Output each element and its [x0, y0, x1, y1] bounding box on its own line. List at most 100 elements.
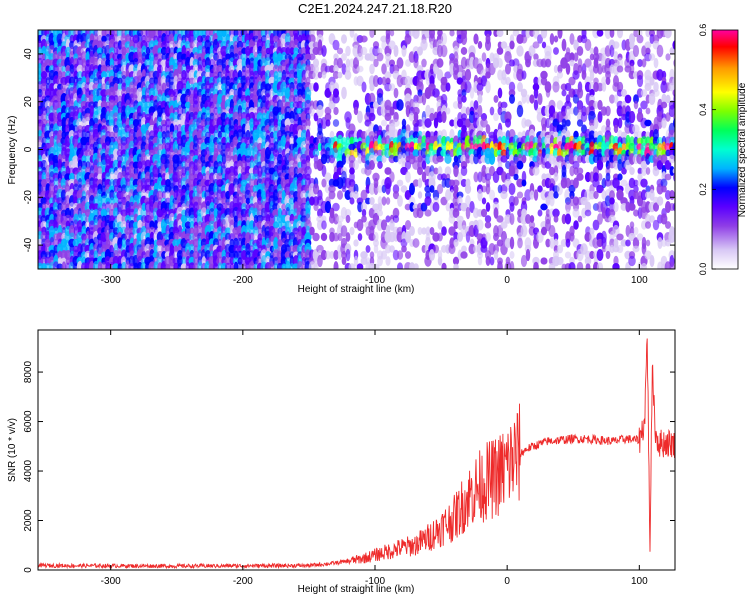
spectrogram-cell: [233, 53, 239, 61]
spectrogram-cell: [217, 238, 223, 248]
spectrogram-cell: [484, 221, 492, 229]
spectrogram-cell: [40, 113, 48, 121]
spectrogram-cell: [224, 262, 232, 269]
spectrogram-cell: [437, 220, 443, 230]
spectrogram-cell: [132, 173, 140, 181]
spectrogram-cell: [144, 95, 152, 103]
spectrogram-cell: [336, 190, 344, 200]
spectrogram-cell: [601, 82, 607, 92]
spectrogram-cell: [237, 250, 243, 260]
spectrogram-cell: [485, 202, 491, 212]
spectrogram-cell: [104, 124, 112, 134]
spectrogram-cell: [353, 190, 359, 200]
spectrogram-cell: [173, 245, 179, 253]
spectrogram-cell: [93, 208, 99, 218]
spectrogram-cell: [209, 172, 215, 182]
spectrogram-cell: [116, 213, 124, 225]
spectrogram-cell: [369, 30, 375, 39]
spectrogram-cell: [493, 250, 499, 260]
spectrogram-cell: [172, 40, 180, 50]
spectrogram-cell: [189, 141, 195, 153]
spectrogram-cell: [40, 106, 48, 116]
spectrogram-cell: [568, 262, 576, 269]
spectrogram-cell: [473, 33, 479, 45]
spectrogram-cell: [392, 119, 400, 127]
spectrogram-cell: [225, 154, 231, 164]
spectrogram-cell: [537, 92, 543, 106]
spectrogram-cell: [489, 256, 495, 266]
spectrogram-cell: [556, 256, 564, 266]
spectrogram-cell: [360, 35, 368, 43]
snr-background: [38, 330, 675, 570]
spectrogram-cell: [200, 71, 208, 79]
spectrogram-cell: [477, 94, 483, 104]
spectrogram-cell: [161, 82, 167, 92]
spectrogram-cell: [40, 83, 48, 91]
spectrogram-cell: [672, 89, 675, 97]
spectrogram-cell: [149, 118, 155, 128]
spectrogram-cell: [145, 226, 151, 236]
spectrogram-cell: [201, 58, 207, 68]
spectrogram-cell: [628, 110, 636, 124]
spectrogram-cell: [464, 183, 472, 195]
spectrogram-cell: [504, 118, 512, 128]
spectrogram-cell: [377, 161, 383, 169]
spectrogram-cell: [204, 65, 212, 73]
spectrogram-cell: [160, 123, 168, 135]
spectrogram-cell: [436, 155, 444, 163]
spectrogram-cell: [396, 250, 404, 260]
spectrogram-cell: [232, 111, 240, 123]
spectrogram-cell: [653, 57, 659, 69]
spectrogram-cell: [513, 196, 519, 206]
spectrogram-cell: [233, 30, 239, 37]
spectrogram-cell: [385, 197, 391, 205]
spectrogram-cell: [356, 65, 364, 73]
spectrogram-cell: [525, 58, 531, 68]
spectrogram-cell: [493, 95, 499, 103]
spectrogram-cell: [509, 40, 515, 50]
colorbar-tick-label: 0.6: [698, 24, 708, 37]
spectrogram-cell: [241, 203, 247, 211]
y-tick-label: -20: [23, 190, 34, 205]
spectrogram-cell: [61, 220, 67, 230]
spectrogram-cell: [312, 232, 320, 242]
spectrogram-cell: [332, 119, 340, 127]
y-tick-label: 8000: [23, 361, 34, 384]
spectrogram-cell: [669, 190, 675, 200]
spectrogram-cell: [441, 110, 447, 124]
spectrogram-cell: [409, 226, 415, 236]
spectrogram-cell: [156, 136, 164, 146]
spectrogram-cell: [109, 124, 115, 134]
spectrogram-cell: [449, 30, 455, 37]
spectrogram-cell: [540, 257, 548, 265]
spectrogram-cell: [617, 173, 623, 181]
spectrogram-cell: [649, 254, 655, 268]
spectrogram-cell: [89, 149, 95, 157]
spectrogram-cell: [108, 167, 116, 175]
spectrogram-cell: [493, 112, 499, 122]
spectrogram-cell: [173, 262, 179, 269]
spectrogram-cell: [645, 107, 651, 115]
spectrogram-cell: [224, 227, 232, 235]
spectrogram-cell: [564, 213, 572, 225]
spectrogram-cell: [229, 262, 235, 269]
spectrogram-cell: [196, 190, 204, 200]
spectrogram-cell: [345, 45, 351, 57]
spectrogram-cell: [228, 244, 236, 254]
spectrogram-cell: [225, 160, 231, 170]
spectrogram-cell: [496, 47, 504, 55]
spectrogram-cell: [117, 255, 123, 267]
colorbar-tick-label: 0.0: [698, 263, 708, 276]
spectrogram-cell: [497, 260, 503, 269]
spectrogram-cell: [572, 208, 580, 218]
spectrogram-cell: [508, 182, 516, 196]
y-tick-label: 40: [23, 48, 34, 60]
spectrogram-cell: [57, 257, 63, 265]
spectrogram-cell: [161, 40, 167, 50]
spectrogram-cell: [497, 57, 503, 69]
spectrogram-cell: [97, 30, 103, 37]
spectrogram-cell: [509, 213, 515, 225]
y-tick-label: -40: [23, 237, 34, 252]
spectrogram-cell: [533, 261, 539, 269]
spectrogram-cell: [508, 94, 516, 104]
